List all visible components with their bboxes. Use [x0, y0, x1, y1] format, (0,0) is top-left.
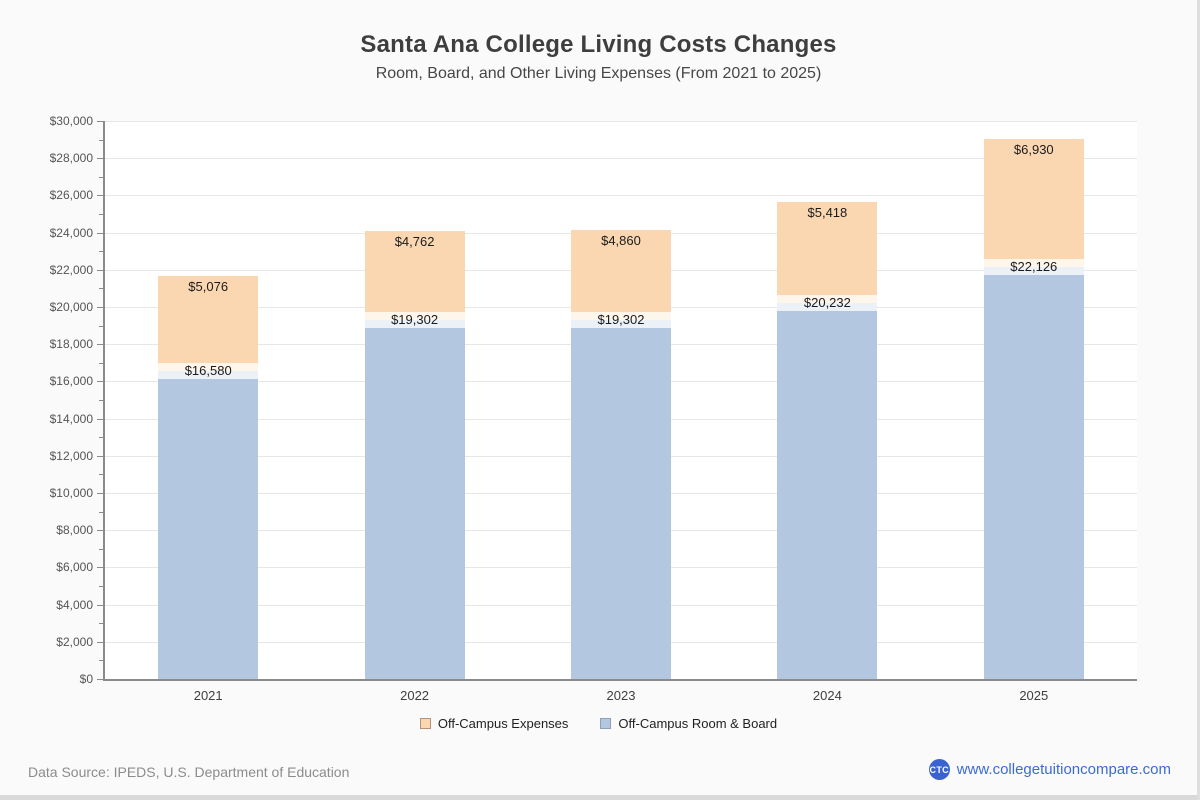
bar-segment	[983, 138, 1084, 268]
y-axis-tick-label: $8,000	[56, 523, 93, 538]
y-axis-minor-tick	[99, 660, 103, 662]
y-axis-major-tick	[97, 679, 103, 680]
bar-value-label: $20,232	[777, 294, 878, 311]
y-axis-tick-label: $28,000	[49, 151, 93, 166]
y-axis-tick-label: $2,000	[56, 634, 93, 649]
y-axis-minor-tick	[99, 623, 103, 625]
bar-segment	[158, 276, 259, 371]
y-axis-minor-tick	[99, 400, 103, 401]
bar-slot: 2022 $19,302 $4,762	[311, 121, 517, 703]
y-axis-tick-label: $18,000	[49, 337, 93, 352]
bar-segment	[364, 231, 465, 320]
x-axis-category-label: 2021	[193, 688, 223, 703]
bar-slot: 2021 $16,580 $5,076	[105, 121, 311, 703]
y-axis-major-tick	[97, 195, 103, 197]
plot-area: $0 $2,000 $4,000 $6,000 $8,000 $10,000 $12,000…	[50, 114, 1137, 703]
y-axis-minor-tick	[99, 362, 103, 364]
y-axis-minor-tick	[99, 288, 103, 290]
y-axis-minor-tick	[99, 474, 103, 476]
gridline	[105, 195, 1137, 197]
y-axis-major-tick	[97, 641, 103, 643]
y-axis-major-tick	[97, 567, 103, 569]
bar-segment	[777, 201, 878, 303]
y-axis-major-tick	[97, 232, 103, 234]
y-axis-tick-label: $30,000	[49, 114, 93, 128]
bar-value-label: $4,860	[601, 232, 641, 248]
x-axis-category-label: 2022	[400, 688, 430, 703]
page-bottom-edge	[0, 795, 1197, 800]
y-axis-major-tick	[97, 158, 103, 160]
legend-swatch-icon	[419, 718, 431, 729]
bar-segment	[158, 370, 259, 679]
y-axis-tick-label: $26,000	[49, 188, 93, 203]
bar-value-label: $6,930	[1013, 141, 1054, 157]
y-axis-major-tick	[97, 381, 103, 383]
y-axis-minor-tick	[99, 325, 103, 327]
y-axis-minor-tick	[99, 251, 103, 253]
y-axis-minor-tick	[99, 437, 103, 439]
y-axis-major-tick	[97, 121, 103, 122]
y-axis-tick-label: $6,000	[56, 560, 93, 575]
ctc-logo-icon: CTC	[928, 759, 950, 780]
legend-item[interactable]: Off-Campus Expenses	[419, 716, 569, 731]
y-axis-major-tick	[97, 344, 103, 346]
y-axis-major-tick	[97, 418, 103, 420]
y-axis-minor-tick	[99, 511, 103, 513]
y-axis-major-tick	[97, 493, 103, 494]
y-axis-tick-label: $12,000	[49, 448, 93, 463]
gridline	[105, 121, 1137, 122]
chart-title: Santa Ana College Living Costs Changes	[360, 31, 837, 58]
bar-value-label: $22,126	[983, 259, 1084, 276]
y-axis-major-tick	[97, 530, 103, 532]
bar-value-label: $5,076	[188, 279, 229, 295]
y-axis-major-tick	[97, 269, 103, 271]
y-axis-tick-label: $22,000	[49, 262, 93, 277]
gridline	[105, 158, 1137, 160]
bar-segment	[777, 302, 878, 679]
y-axis-minor-tick	[99, 139, 103, 141]
y-axis-minor-tick	[99, 176, 103, 178]
y-axis-tick-label: $24,000	[49, 225, 93, 240]
y-axis-minor-tick	[99, 548, 103, 550]
bar-value-label: $19,302	[364, 311, 465, 328]
bar-slot: 2023 $19,302 $4,860	[518, 121, 724, 703]
y-axis-major-tick	[97, 455, 103, 457]
x-axis-category-label: 2023	[606, 688, 636, 703]
bar-value-label: $16,580	[158, 362, 259, 379]
chart-legend: Off-Campus Expenses Off-Campus Room & Boa…	[0, 716, 1197, 731]
y-axis-tick-label: $16,000	[49, 374, 93, 389]
website-link[interactable]: CTC www.collegetuitioncompare.com	[928, 759, 1171, 780]
y-axis-tick-label: $20,000	[49, 300, 93, 314]
bar-segment	[570, 319, 671, 679]
x-axis-category-label: 2024	[812, 688, 842, 703]
legend-label: Off-Campus Room & Board	[618, 716, 778, 731]
bar-value-label: $5,418	[807, 204, 848, 220]
bar-segment	[983, 267, 1084, 679]
bar-slot: 2024 $20,232 $5,418	[724, 121, 930, 703]
legend-item[interactable]: Off-Campus Room & Board	[600, 716, 777, 731]
bar-value-label: $4,762	[394, 234, 435, 250]
y-axis-tick-label: $0	[79, 672, 93, 686]
y-axis-tick-label: $4,000	[56, 597, 93, 612]
legend-swatch-icon	[600, 718, 612, 729]
x-axis-category-label: 2025	[1019, 688, 1049, 703]
y-axis-minor-tick	[99, 586, 103, 587]
bar-segment	[364, 319, 465, 679]
y-axis-tick-label: $14,000	[49, 411, 93, 426]
y-axis-major-tick	[97, 604, 103, 606]
y-axis-minor-tick	[99, 214, 103, 215]
bar-value-label: $19,302	[570, 311, 671, 328]
data-source-text: Data Source: IPEDS, U.S. Department of E…	[28, 764, 350, 780]
chart-subtitle: Room, Board, and Other Living Expenses (…	[375, 65, 822, 82]
bar-slot: 2025 $22,126 $6,930	[931, 121, 1137, 703]
y-axis-major-tick	[97, 307, 103, 308]
legend-label: Off-Campus Expenses	[437, 716, 569, 731]
website-link-text: www.collegetuitioncompare.com	[956, 761, 1171, 778]
y-axis-tick-label: $10,000	[49, 486, 93, 500]
bar-segment	[570, 229, 671, 320]
